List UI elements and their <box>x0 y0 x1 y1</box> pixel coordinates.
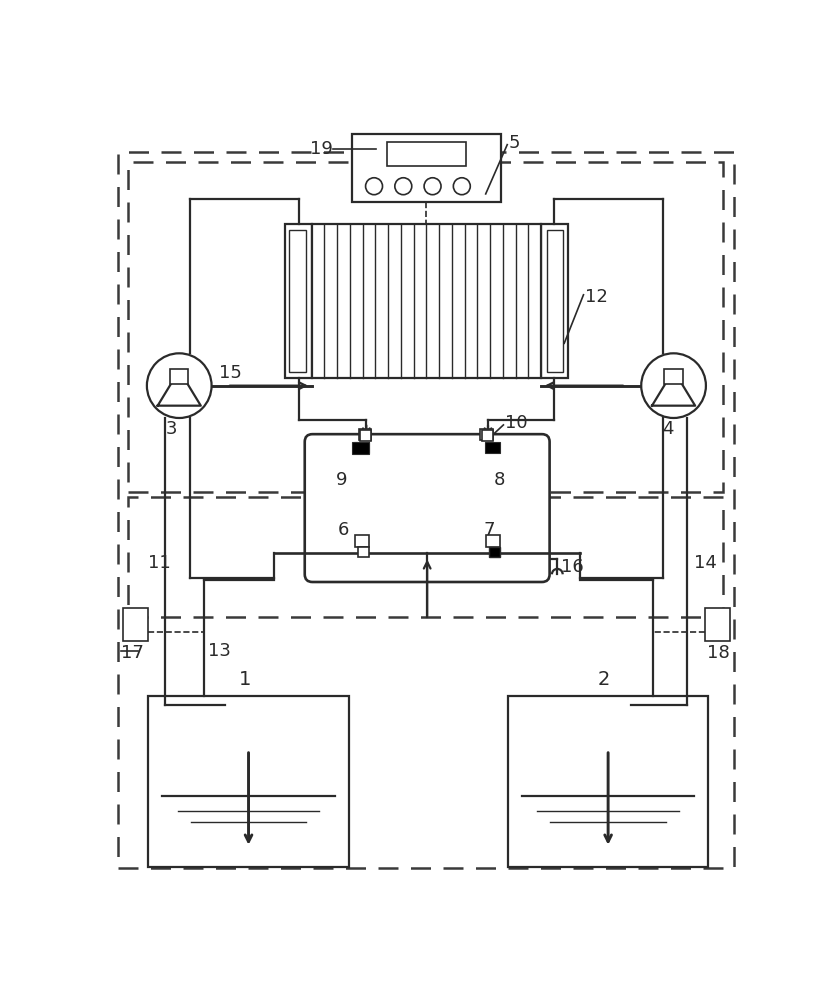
Text: 18: 18 <box>706 644 730 662</box>
Bar <box>359 429 371 440</box>
Text: 9: 9 <box>335 471 347 489</box>
Bar <box>482 430 493 441</box>
Text: 17: 17 <box>121 644 145 662</box>
Bar <box>541 224 568 378</box>
Text: 11: 11 <box>148 554 171 572</box>
Bar <box>290 230 306 372</box>
Bar <box>354 442 369 453</box>
Text: 6: 6 <box>338 521 349 539</box>
Text: 1: 1 <box>239 670 251 689</box>
Circle shape <box>424 178 441 195</box>
Bar <box>123 608 147 641</box>
Text: 19: 19 <box>310 140 333 158</box>
Bar <box>358 547 369 557</box>
Bar <box>387 142 467 166</box>
Bar <box>312 224 541 378</box>
Text: 10: 10 <box>505 414 527 432</box>
Circle shape <box>395 178 412 195</box>
Text: 16: 16 <box>561 558 584 576</box>
Bar <box>285 224 312 378</box>
Bar <box>480 429 493 440</box>
Circle shape <box>365 178 383 195</box>
Text: 3: 3 <box>166 420 177 438</box>
Bar <box>353 134 501 202</box>
Bar <box>664 369 683 384</box>
Text: 7: 7 <box>483 521 495 539</box>
Text: 2: 2 <box>598 670 611 689</box>
FancyBboxPatch shape <box>305 434 550 582</box>
Bar <box>353 442 369 454</box>
Text: 8: 8 <box>494 471 506 489</box>
Bar <box>148 696 349 867</box>
Bar <box>706 608 730 641</box>
Text: 14: 14 <box>694 554 716 572</box>
Bar <box>127 497 723 617</box>
Text: 5: 5 <box>509 134 520 152</box>
Circle shape <box>453 178 470 195</box>
Bar <box>508 696 708 867</box>
Bar <box>170 369 189 384</box>
Text: 15: 15 <box>220 364 242 382</box>
Bar <box>488 547 499 557</box>
Text: 12: 12 <box>585 288 608 306</box>
Circle shape <box>147 353 211 418</box>
Bar <box>547 230 563 372</box>
Bar <box>486 535 499 547</box>
Circle shape <box>641 353 706 418</box>
Text: 4: 4 <box>661 420 673 438</box>
Bar <box>485 442 500 453</box>
Text: 13: 13 <box>209 642 231 660</box>
Bar <box>354 535 369 547</box>
Bar <box>127 162 723 492</box>
Bar <box>360 430 371 441</box>
